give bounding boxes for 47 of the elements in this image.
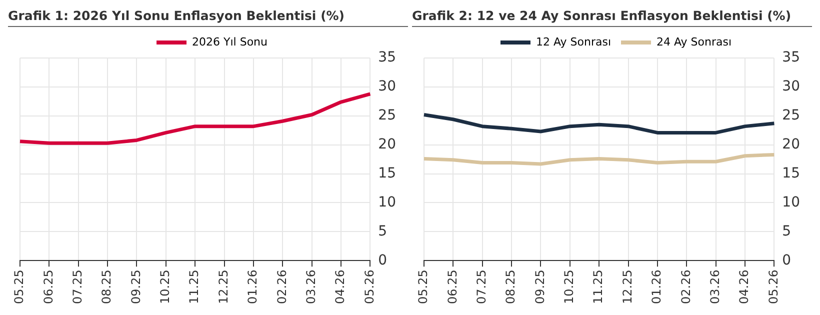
y-tick-label: 5 — [782, 223, 792, 240]
x-tick-label: 09.25 — [532, 270, 547, 304]
legend-label: 2026 Yıl Sonu — [192, 35, 268, 48]
x-tick-label: 06.25 — [41, 270, 56, 304]
y-tick-label: 5 — [378, 223, 388, 240]
x-tick-label: 10.25 — [158, 270, 172, 304]
x-tick-label: 10.25 — [562, 270, 576, 304]
x-tick-label: 05.25 — [12, 270, 26, 304]
x-tick-label: 01.26 — [246, 270, 260, 304]
x-tick-label: 04.26 — [333, 270, 348, 304]
y-tick-label: 20 — [378, 136, 396, 152]
x-tick-label: 02.26 — [678, 270, 693, 304]
x-tick-label: 12.25 — [620, 270, 634, 304]
x-tick-label: 02.26 — [274, 270, 289, 304]
x-tick-label: 08.25 — [100, 270, 114, 304]
y-tick-label: 0 — [378, 252, 388, 268]
x-tick-label: 04.26 — [737, 270, 752, 304]
y-tick-label: 15 — [782, 165, 800, 182]
y-tick-label: 30 — [378, 78, 396, 95]
y-tick-label: 35 — [378, 50, 396, 66]
x-tick-label: 09.25 — [128, 270, 143, 304]
y-tick-label: 20 — [782, 136, 800, 152]
x-tick-label: 07.25 — [474, 270, 488, 304]
x-tick-label: 01.26 — [650, 270, 664, 304]
y-tick-label: 15 — [378, 165, 396, 182]
legend-label: 12 Ay Sonrası — [536, 35, 612, 48]
x-tick-label: 05.26 — [362, 270, 376, 304]
y-tick-label: 25 — [378, 108, 396, 124]
y-tick-label: 10 — [782, 194, 800, 210]
x-tick-label: 03.26 — [708, 270, 722, 304]
x-tick-label: 03.26 — [304, 270, 318, 304]
y-tick-label: 25 — [782, 108, 800, 124]
chart-title: Grafik 2: 12 ve 24 Ay Sonrası Enflasyon Beklentisi (%) — [412, 8, 812, 27]
x-tick-label: 11.25 — [187, 270, 202, 304]
y-tick-label: 30 — [782, 78, 800, 95]
x-tick-label: 05.26 — [766, 270, 780, 304]
chart-title: Grafik 1: 2026 Yıl Sonu Enflasyon Beklentisi (%) — [8, 8, 408, 27]
x-tick-label: 08.25 — [504, 270, 518, 304]
x-tick-label: 11.25 — [591, 270, 606, 304]
x-tick-label: 07.25 — [70, 270, 84, 304]
y-tick-label: 10 — [378, 194, 396, 210]
y-tick-label: 0 — [782, 252, 792, 268]
x-tick-label: 05.25 — [416, 270, 430, 304]
legend-label: 24 Ay Sonrası — [656, 35, 732, 48]
y-tick-label: 35 — [782, 50, 800, 66]
x-tick-label: 06.25 — [445, 270, 460, 304]
x-tick-label: 12.25 — [216, 270, 230, 304]
